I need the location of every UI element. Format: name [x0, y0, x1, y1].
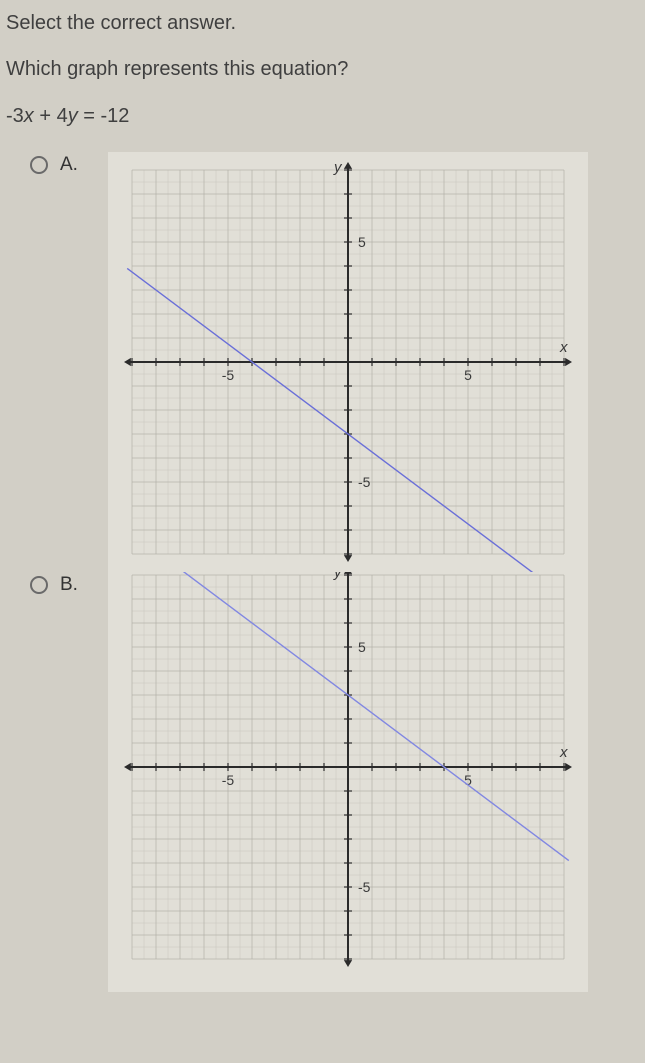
svg-text:-5: -5	[358, 879, 371, 895]
svg-text:5: 5	[464, 367, 472, 383]
option-a-row[interactable]: A. -555-5yx	[0, 152, 645, 572]
svg-text:x: x	[559, 744, 568, 761]
graph-a: -555-5yx	[108, 152, 588, 572]
prompt-text: Which graph represents this equation?	[0, 36, 645, 81]
graph-b: -555-5yx	[108, 572, 588, 992]
option-b-row[interactable]: B. -555-5yx	[0, 572, 645, 992]
instruction-text: Select the correct answer.	[0, 0, 645, 36]
svg-text:5: 5	[358, 639, 366, 655]
radio-b[interactable]	[30, 576, 48, 594]
svg-text:x: x	[559, 339, 568, 356]
option-a-label: A.	[60, 154, 78, 176]
svg-text:-5: -5	[222, 772, 235, 788]
equation-text: -3x + 4y = -12	[0, 81, 645, 128]
svg-text:-5: -5	[222, 367, 235, 383]
svg-text:-5: -5	[358, 474, 371, 490]
radio-a[interactable]	[30, 156, 48, 174]
svg-text:5: 5	[358, 234, 366, 250]
option-b-label: B.	[60, 574, 78, 596]
